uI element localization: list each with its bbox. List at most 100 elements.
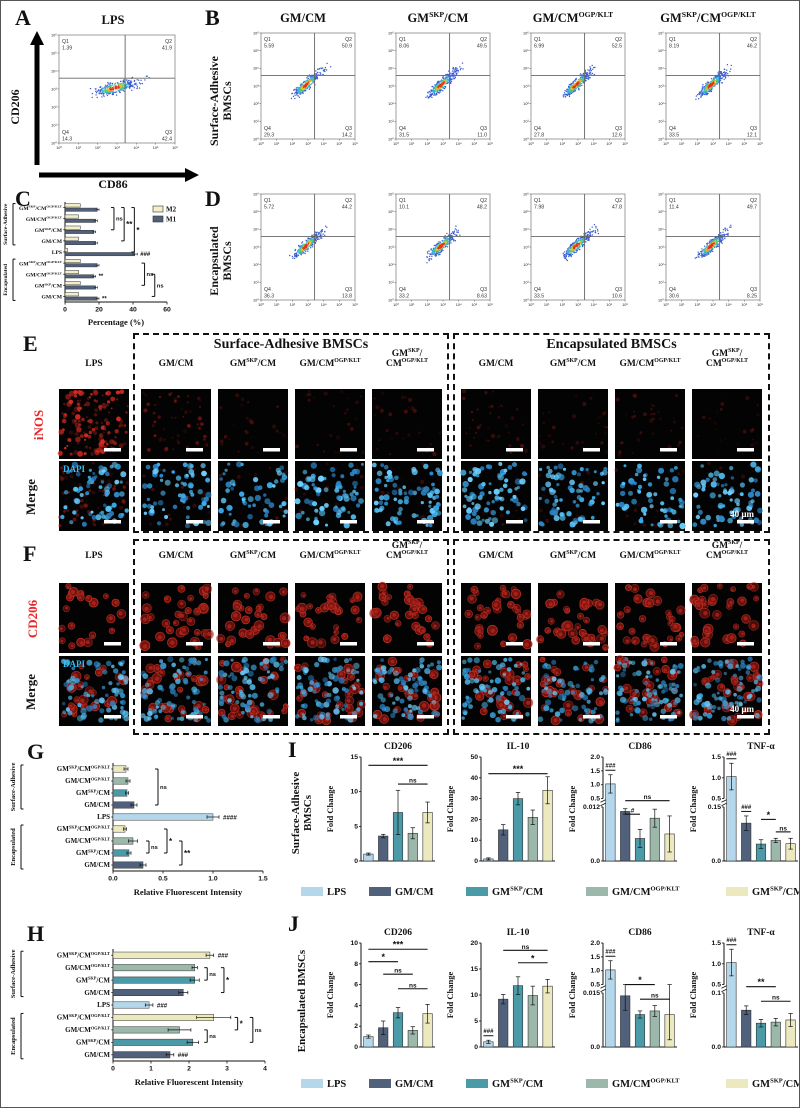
svg-text:10³: 10³ xyxy=(51,87,57,91)
svg-text:10⁴: 10⁴ xyxy=(253,67,259,71)
svg-text:10²: 10² xyxy=(290,142,296,146)
panel-a-flow-lps: A LPS CD206 CD86 10⁰ 10⁰ 10¹ 10¹ 10² 10² 10³ 10³… xyxy=(1,1,201,191)
svg-text:20: 20 xyxy=(95,307,103,314)
svg-text:10⁵: 10⁵ xyxy=(658,49,664,53)
column-header: GM/CM xyxy=(478,551,514,561)
svg-text:10⁰: 10⁰ xyxy=(258,142,264,146)
flow-plot: 10⁰ 10⁰ 10¹ 10¹ 10² 10² 10³ 10³ 10⁴ 10⁴ 10⁵ 10⁵ 10⁶ 1… xyxy=(382,192,494,320)
fluorescence-svg: DAPI xyxy=(59,656,130,726)
svg-text:13.8: 13.8 xyxy=(342,294,352,300)
legend-item: GM/CM xyxy=(369,1079,434,1090)
svg-text:Q4: Q4 xyxy=(669,287,676,293)
svg-text:33.5: 33.5 xyxy=(669,133,679,139)
svg-text:10⁶: 10⁶ xyxy=(523,31,529,35)
fluorescence-image xyxy=(615,583,686,653)
svg-text:Q1: Q1 xyxy=(534,37,541,43)
svg-text:7.98: 7.98 xyxy=(534,205,544,211)
legend-item: GMSKP/CM xyxy=(466,1078,543,1090)
svg-text:M1: M1 xyxy=(166,215,177,223)
panel-g-bar-chart: G 0.0 0.5 1.0 1.5 Relative Fluorescent Inten… xyxy=(1,737,286,907)
svg-text:10⁴: 10⁴ xyxy=(658,67,664,71)
svg-text:10⁰: 10⁰ xyxy=(658,298,664,302)
column-header: GM/CMOGP/KLT xyxy=(299,357,361,369)
svg-text:GMSKP/CMOGP/KLT: GMSKP/CMOGP/KLT xyxy=(19,205,63,212)
panel-i-label: I xyxy=(288,737,297,762)
panel-f-cd206-images: F CD206 Merge LPS GM/CM GMSKP/CM GM/CMOGP/K… xyxy=(1,539,799,739)
legend-swatch xyxy=(726,887,748,896)
svg-text:ns: ns xyxy=(147,272,155,278)
svg-text:CD206: CD206 xyxy=(8,89,22,124)
svg-text:Q2: Q2 xyxy=(345,37,352,43)
svg-text:10⁵: 10⁵ xyxy=(253,49,259,53)
column-header: LPS xyxy=(85,551,103,561)
svg-text:6.99: 6.99 xyxy=(534,44,544,50)
svg-text:Q4: Q4 xyxy=(534,126,541,132)
svg-text:10⁶: 10⁶ xyxy=(51,33,57,37)
svg-text:Q4: Q4 xyxy=(264,287,271,293)
chart-c: 0 20 40 60 Percentage (%) GMSKP/CMOGP/KLT GM/C… xyxy=(1,186,201,336)
svg-text:10⁰: 10⁰ xyxy=(253,137,259,141)
column-header: GM/CM xyxy=(478,359,514,369)
fluorescence-image xyxy=(216,583,291,653)
svg-text:10⁴: 10⁴ xyxy=(591,142,597,146)
svg-text:10²: 10² xyxy=(695,142,701,146)
flow-plot-svg: 10⁰10⁰10¹10¹10²10²10³10³10⁴10⁴10⁵10⁵10⁶1… xyxy=(253,31,358,146)
svg-text:10⁶: 10⁶ xyxy=(487,142,493,146)
fluorescence-svg xyxy=(218,461,289,531)
flow-plot-svg: 10⁰10⁰10¹10¹10²10²10³10³10⁴10⁴10⁵10⁵10⁶1… xyxy=(388,31,493,146)
flow-plot-svg: 10⁰10⁰10¹10¹10²10²10³10³10⁴10⁴10⁵10⁵10⁶1… xyxy=(523,192,628,307)
fluorescence-image xyxy=(461,656,534,726)
column-header: GM/CMOGP/KLT xyxy=(299,549,361,561)
fluorescence-image: 40 µm xyxy=(689,656,764,726)
flow-plot: 10⁰ 10⁰ 10¹ 10¹ 10² 10² 10³ 10³ 10⁴ 10⁴ 10⁵ 10⁵ 10⁶ 1… xyxy=(652,192,764,320)
fluorescence-svg xyxy=(216,656,289,726)
flow-title: GM/CM xyxy=(280,11,326,25)
legend-swatch xyxy=(466,887,488,896)
svg-text:10³: 10³ xyxy=(253,84,259,88)
svg-text:10⁶: 10⁶ xyxy=(622,142,628,146)
fluorescence-svg xyxy=(295,389,366,459)
svg-text:10⁴: 10⁴ xyxy=(133,146,139,150)
legend-swatch xyxy=(301,1079,323,1088)
fluorescence-image: DAPI xyxy=(58,461,130,531)
fluorescence-svg xyxy=(614,461,686,531)
svg-text:10²: 10² xyxy=(658,102,664,106)
svg-text:44.2: 44.2 xyxy=(342,205,352,211)
svg-text:Q3: Q3 xyxy=(345,126,352,132)
svg-text:10⁵: 10⁵ xyxy=(336,303,342,307)
fold-change-chart: IL-10 Fold Change 0 5 10 15 20 ns * ### xyxy=(444,923,562,1075)
svg-text:10⁵: 10⁵ xyxy=(741,142,747,146)
panel-g-label: G xyxy=(27,739,45,764)
svg-text:10⁵: 10⁵ xyxy=(51,51,57,55)
svg-text:10⁴: 10⁴ xyxy=(456,142,462,146)
svg-text:Q3: Q3 xyxy=(750,126,757,132)
fluorescence-image xyxy=(216,656,289,726)
fluorescence-svg xyxy=(461,583,533,653)
box1-title-e: Surface-Adhesive BMSCs xyxy=(213,337,369,352)
legend-item: GM/CMOGP/KLT xyxy=(586,886,680,898)
svg-text:10⁰: 10⁰ xyxy=(523,137,529,141)
svg-text:10²: 10² xyxy=(560,303,566,307)
svg-text:GMSKP/CM: GMSKP/CM xyxy=(35,227,63,234)
fluorescence-svg xyxy=(371,461,443,531)
svg-text:10⁵: 10⁵ xyxy=(153,146,159,150)
svg-text:Q1: Q1 xyxy=(264,198,271,204)
panel-c-bar-chart: C 0 20 40 60 Percentage (%) GMSKP/CMOGP/KLT GM… xyxy=(1,186,201,336)
svg-text:*: * xyxy=(136,226,140,235)
svg-text:Q3: Q3 xyxy=(480,126,487,132)
flow-title-lps: LPS xyxy=(101,13,125,27)
flow-plot: 10⁰ 10⁰ 10¹ 10¹ 10² 10² 10³ 10³ 10⁴ 10⁴ 10⁵ 10⁵ 10⁶ 1… xyxy=(517,192,629,320)
fluorescence-svg xyxy=(615,583,686,653)
fluorescence-svg xyxy=(140,656,211,726)
fluorescence-image xyxy=(371,461,443,531)
panel-j-side-label: Encapsulated BMSCs xyxy=(296,949,308,1053)
svg-text:Q2: Q2 xyxy=(750,198,757,204)
flow-plots-d: 10⁰ 10⁰ 10¹ 10¹ 10² 10² 10³ 10³ 10⁴ 10⁴ 10⁵ 10⁵ 10⁶ 1… xyxy=(201,186,799,334)
fluorescence-svg xyxy=(536,583,609,653)
panel-b-side-label: Surface-Adhesive BMSCs xyxy=(207,56,235,146)
svg-text:10¹: 10¹ xyxy=(523,281,529,285)
